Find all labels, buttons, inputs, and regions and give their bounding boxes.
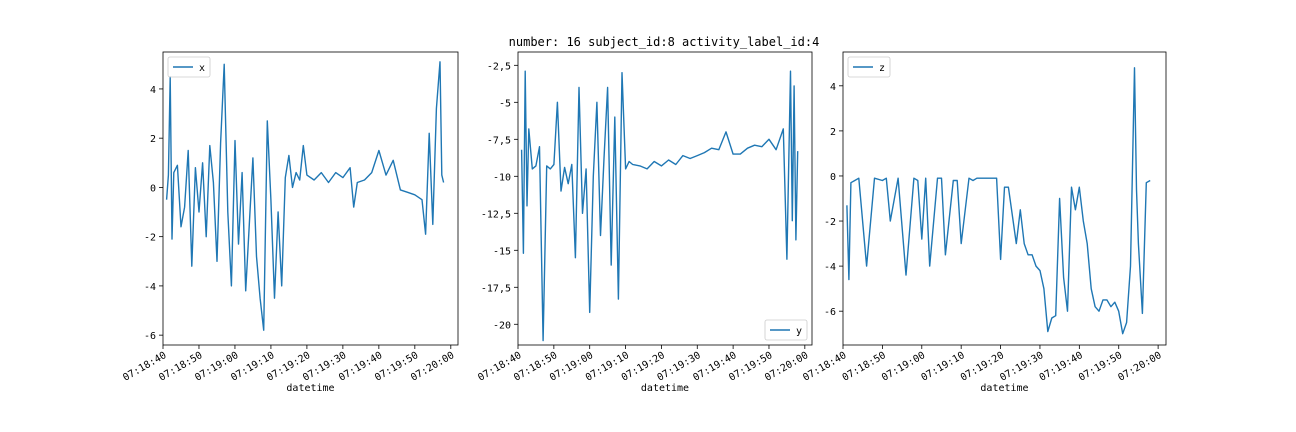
y-tick-label: -4 xyxy=(144,282,156,293)
y-tick-label: -2 xyxy=(824,217,836,228)
x-tick-label: 07:19:00 xyxy=(880,350,927,384)
x-axis-label: datetime xyxy=(641,383,689,394)
axes-frame xyxy=(517,51,813,346)
y-tick-label: -4 xyxy=(824,262,836,273)
x-tick-label: 07:19:10 xyxy=(919,350,966,384)
x-tick-label: 07:20:00 xyxy=(1116,350,1163,384)
y-tick-label: -2,5 xyxy=(487,61,511,72)
legend-label: y xyxy=(796,326,802,337)
x-tick-label: 07:19:50 xyxy=(1077,350,1124,384)
x-tick-label: 07:19:40 xyxy=(1038,350,1085,384)
x-tick-label: 07:18:40 xyxy=(801,350,848,384)
y-tick-label: 0 xyxy=(830,172,836,183)
x-tick-label: 07:19:20 xyxy=(959,350,1006,384)
legend-label: z xyxy=(879,63,885,74)
x-axis-label: datetime xyxy=(286,383,334,394)
y-tick-label: -6 xyxy=(144,331,156,342)
legend: z xyxy=(847,56,891,78)
legend-label: x xyxy=(199,63,205,74)
subplot-1: 420-2-4-607:18:4007:18:5007:19:0007:19:1… xyxy=(121,51,459,394)
y-tick-label: -17,5 xyxy=(481,283,511,294)
subplots: 4 2 0 -2 -4 -6 07:18:4007:18:5007:19:0007:19:1… xyxy=(121,51,1167,394)
y-tick-label: -2 xyxy=(144,233,156,244)
subplot-2: -2,5-5-7,5-10-12,5-15-17,5-2007:18:4007:… xyxy=(476,51,813,394)
figure-title: number: 16 subject_id:8 activity_label_i… xyxy=(509,35,820,49)
axes-frame xyxy=(162,51,459,346)
series-line-z xyxy=(846,67,1151,335)
y-tick-label: -12,5 xyxy=(481,209,511,220)
y-tick-label: 2 xyxy=(150,134,156,145)
series-line-x xyxy=(165,61,445,331)
legend: x xyxy=(167,56,211,78)
x-tick-label: 07:18:50 xyxy=(841,350,888,384)
x-tick-label: 07:19:30 xyxy=(998,350,1045,384)
y-tick-label: 4 xyxy=(150,85,156,96)
y-tick-label: -20 xyxy=(493,320,511,331)
y-tick-label: 2 xyxy=(830,127,836,138)
legend: y xyxy=(764,319,808,341)
y-tick-label: -5 xyxy=(499,98,511,109)
x-axis-label: datetime xyxy=(980,383,1028,394)
y-tick-label: -15 xyxy=(493,246,511,257)
y-tick-label: -10 xyxy=(493,172,511,183)
series-line-y xyxy=(520,70,799,342)
subplot-3: 4 2 0 -2 -4 -6 07:18:4007:18:5007:19:0007:19:1… xyxy=(801,51,1167,394)
y-tick-label: -6 xyxy=(824,307,836,318)
y-tick-label: 0 xyxy=(150,183,156,194)
axes-frame xyxy=(842,51,1167,346)
y-tick-label: 4 xyxy=(830,82,836,93)
y-tick-label: -7,5 xyxy=(487,135,511,146)
